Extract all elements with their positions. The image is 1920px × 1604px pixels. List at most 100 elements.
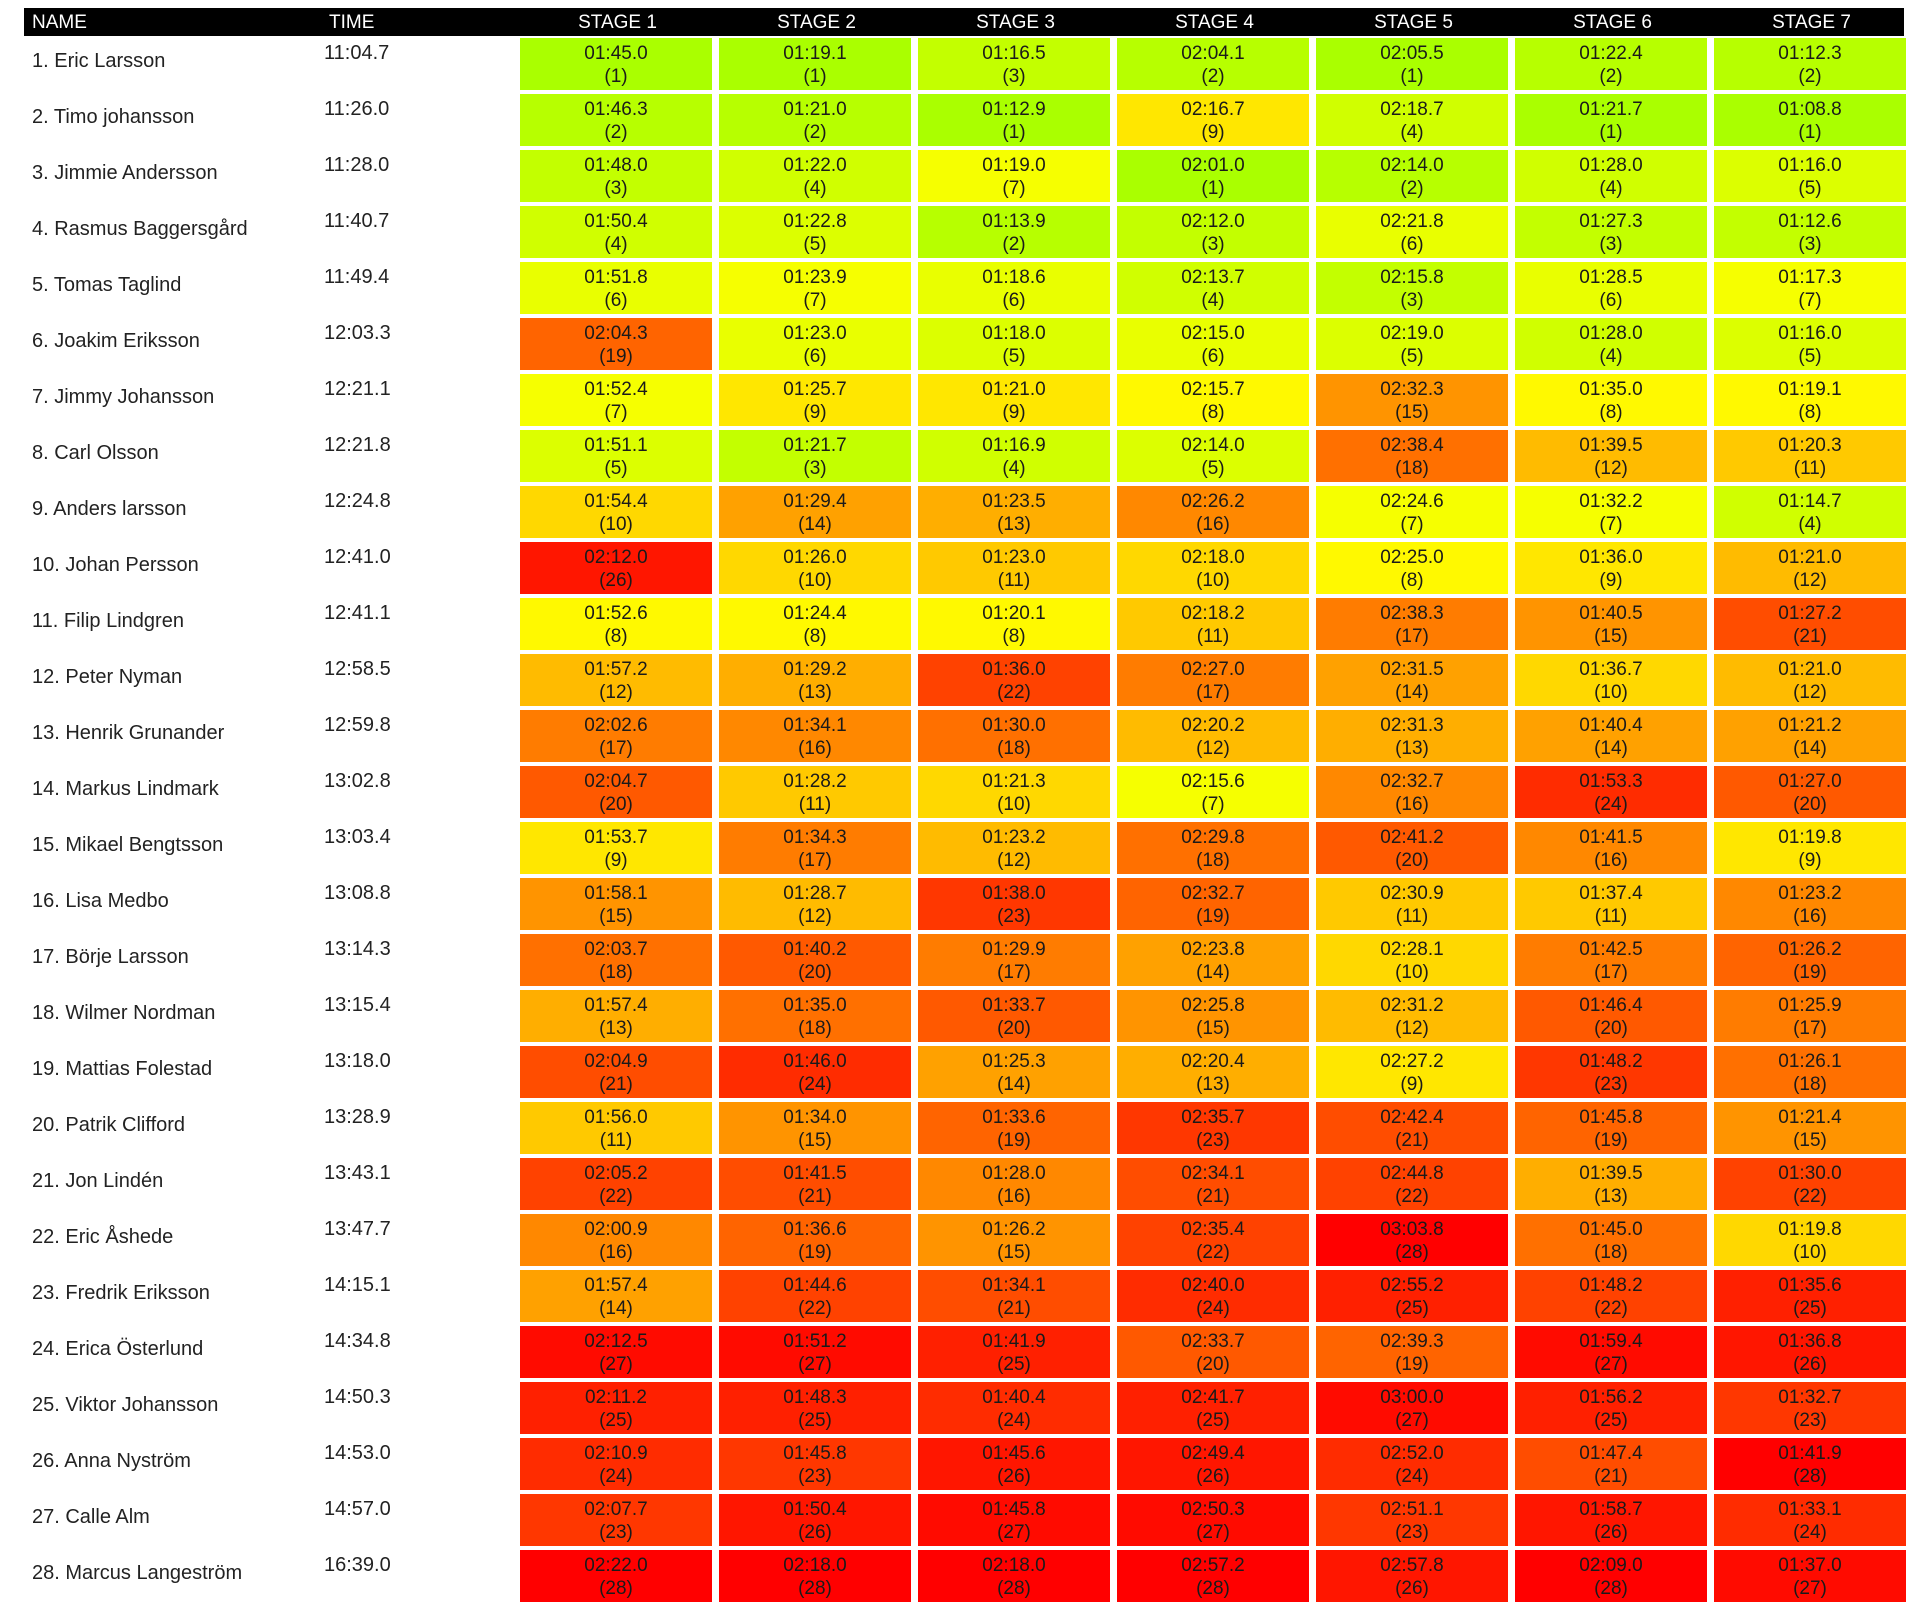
stage-rank: (23) — [599, 1522, 633, 1543]
stage-rank: (14) — [1594, 738, 1628, 759]
stage-time: 02:18.0 — [982, 1555, 1046, 1576]
driver-name: 1. Eric Larsson — [32, 50, 166, 72]
driver-name: 27. Calle Alm — [32, 1506, 150, 1528]
total-time: 16:39.0 — [324, 1554, 391, 1576]
table-row: 4. Rasmus Baggersgård 11:40.7 01:50.4 (4) 01… — [24, 204, 1906, 260]
stage-cell: 01:34.3 (17) — [719, 822, 911, 874]
stage-cell: 02:26.2 (16) — [1117, 486, 1309, 538]
stage-cell: 02:49.4 (26) — [1117, 1438, 1309, 1490]
stage-rank: (20) — [1395, 850, 1429, 871]
stage-rank: (8) — [1400, 570, 1424, 591]
stage-cell: 01:27.0 (20) — [1714, 766, 1906, 818]
stage-rank: (15) — [1793, 1130, 1827, 1151]
stage-time: 01:21.2 — [1778, 715, 1842, 736]
stage-rank: (26) — [1594, 1522, 1628, 1543]
stage-rank: (20) — [1793, 794, 1827, 815]
table-row: 24. Erica Österlund 14:34.8 02:12.5 (27) 01:… — [24, 1324, 1906, 1380]
stage-time: 01:16.0 — [1778, 155, 1842, 176]
stage-cell: 02:18.0 (10) — [1117, 542, 1309, 594]
stage-cell: 01:21.7 (3) — [719, 430, 911, 482]
stage-time: 01:35.6 — [1778, 1275, 1842, 1296]
stage-cell: 01:52.4 (7) — [520, 374, 712, 426]
stage-time: 01:18.6 — [982, 267, 1046, 288]
stage-time: 01:12.6 — [1778, 211, 1842, 232]
stage-cell: 01:23.0 (6) — [719, 318, 911, 370]
stage-rank: (27) — [1594, 1354, 1628, 1375]
table-row: 11. Filip Lindgren 12:41.1 01:52.6 (8) 01:24… — [24, 596, 1906, 652]
stage-rank: (18) — [1793, 1074, 1827, 1095]
stage-time: 02:16.7 — [1181, 99, 1245, 120]
stage-rank: (15) — [798, 1130, 832, 1151]
stage-time: 01:21.0 — [982, 379, 1046, 400]
stage-cell: 01:33.7 (20) — [918, 990, 1110, 1042]
stage-rank: (12) — [1594, 458, 1628, 479]
stage-cell: 01:45.6 (26) — [918, 1438, 1110, 1490]
stage-time: 02:25.0 — [1380, 547, 1444, 568]
stage-rank: (6) — [1599, 290, 1623, 311]
stage-time: 01:53.3 — [1579, 771, 1643, 792]
stage-cell: 01:29.9 (17) — [918, 934, 1110, 986]
stage-cell: 01:34.0 (15) — [719, 1102, 911, 1154]
stage-cell: 01:51.8 (6) — [520, 262, 712, 314]
stage-rank: (1) — [1400, 66, 1424, 87]
stage-cell: 01:36.7 (10) — [1515, 654, 1707, 706]
stage-time: 01:34.1 — [982, 1275, 1046, 1296]
stage-cell: 02:28.1 (10) — [1316, 934, 1508, 986]
stage-cell: 02:13.7 (4) — [1117, 262, 1309, 314]
stage-time: 02:04.9 — [584, 1051, 648, 1072]
stage-cell: 02:18.0 (28) — [719, 1550, 911, 1602]
stage-rank: (15) — [997, 1242, 1031, 1263]
stage-cell: 01:19.8 (10) — [1714, 1214, 1906, 1266]
stage-cell: 01:40.2 (20) — [719, 934, 911, 986]
stage-time: 01:33.7 — [982, 995, 1046, 1016]
stage-rank: (20) — [1196, 1354, 1230, 1375]
total-time: 13:03.4 — [324, 826, 391, 848]
stage-rank: (14) — [997, 1074, 1031, 1095]
stage-cell: 01:36.8 (26) — [1714, 1326, 1906, 1378]
stage-rank: (11) — [1594, 906, 1628, 927]
stage-rank: (28) — [997, 1578, 1031, 1599]
stage-cell: 01:35.6 (25) — [1714, 1270, 1906, 1322]
stage-rank: (23) — [997, 906, 1031, 927]
stage-time: 01:26.2 — [1778, 939, 1842, 960]
stage-cell: 02:15.8 (3) — [1316, 262, 1508, 314]
stage-rank: (5) — [803, 234, 827, 255]
stage-rank: (10) — [1594, 682, 1628, 703]
stage-cell: 02:05.2 (22) — [520, 1158, 712, 1210]
stage-rank: (9) — [1201, 122, 1225, 143]
stage-time: 01:27.3 — [1579, 211, 1643, 232]
stage-rank: (5) — [1798, 346, 1822, 367]
table-row: 7. Jimmy Johansson 12:21.1 01:52.4 (7) 01:25… — [24, 372, 1906, 428]
stage-cell: 02:44.8 (22) — [1316, 1158, 1508, 1210]
stage-time: 01:40.4 — [982, 1387, 1046, 1408]
stage-time: 01:37.0 — [1778, 1555, 1842, 1576]
stage-cell: 01:32.2 (7) — [1515, 486, 1707, 538]
stage-time: 01:20.1 — [982, 603, 1046, 624]
table-row: 27. Calle Alm 14:57.0 02:07.7 (23) 01:50.4 (2… — [24, 1492, 1906, 1548]
stage-cell: 02:19.0 (5) — [1316, 318, 1508, 370]
stage-time: 02:23.8 — [1181, 939, 1245, 960]
stage-time: 01:29.4 — [783, 491, 847, 512]
stage-time: 01:28.5 — [1579, 267, 1643, 288]
stage-rank: (6) — [604, 290, 628, 311]
stage-rank: (4) — [1599, 178, 1623, 199]
stage-cell: 01:59.4 (27) — [1515, 1326, 1707, 1378]
stage-cell: 01:23.2 (12) — [918, 822, 1110, 874]
stage-time: 01:34.1 — [783, 715, 847, 736]
stage-cell: 02:27.2 (9) — [1316, 1046, 1508, 1098]
stage-rank: (8) — [604, 626, 628, 647]
stage-time: 01:33.1 — [1778, 1499, 1842, 1520]
stage-cell: 02:14.0 (2) — [1316, 150, 1508, 202]
stage-time: 01:17.3 — [1778, 267, 1842, 288]
stage-time: 02:05.5 — [1380, 43, 1444, 64]
stage-time: 03:00.0 — [1380, 1387, 1444, 1408]
stage-rank: (21) — [1395, 1130, 1429, 1151]
stage-rank: (28) — [1196, 1578, 1230, 1599]
stage-time: 01:18.0 — [982, 323, 1046, 344]
stage-time: 02:26.2 — [1181, 491, 1245, 512]
stage-time: 01:13.9 — [982, 211, 1046, 232]
stage-time: 02:30.9 — [1380, 883, 1444, 904]
stage-time: 02:55.2 — [1380, 1275, 1444, 1296]
stage-cell: 02:12.5 (27) — [520, 1326, 712, 1378]
stage-time: 02:15.8 — [1380, 267, 1444, 288]
